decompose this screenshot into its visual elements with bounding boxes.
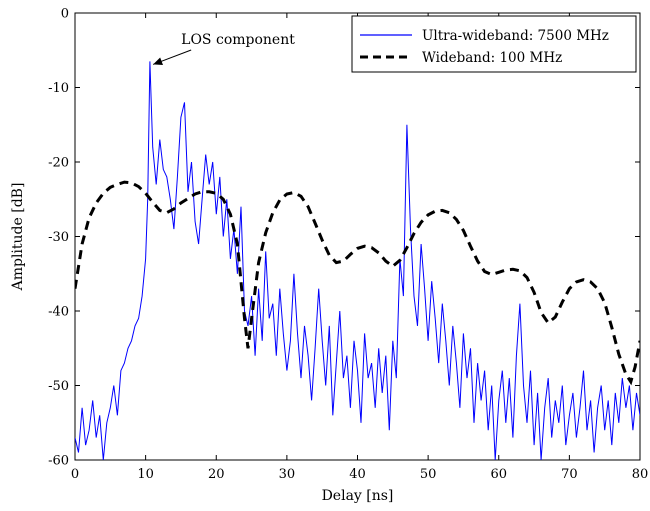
x-tick-label: 10 <box>137 467 154 482</box>
legend-label-wideband: Wideband: 100 MHz <box>422 50 562 66</box>
x-tick-label: 20 <box>208 467 225 482</box>
y-tick-label: -30 <box>48 230 69 245</box>
x-tick-label: 0 <box>71 467 79 482</box>
x-tick-label: 70 <box>561 467 578 482</box>
series-line-wideband <box>75 180 640 386</box>
y-tick-label: -60 <box>48 454 69 469</box>
los-annotation-arrowhead <box>153 57 163 65</box>
y-tick-label: -40 <box>48 305 69 320</box>
legend: Ultra-wideband: 7500 MHz Wideband: 100 M… <box>351 15 637 73</box>
x-axis-label: Delay [ns] <box>322 488 394 504</box>
legend-label-ultra-wideband: Ultra-wideband: 7500 MHz <box>422 28 609 44</box>
y-tick-label: 0 <box>61 7 69 22</box>
x-tick-label: 30 <box>279 467 296 482</box>
series-line-ultra-wideband <box>75 61 640 460</box>
x-tick-label: 60 <box>490 467 507 482</box>
x-tick-label: 50 <box>420 467 437 482</box>
los-annotation: LOS component <box>181 32 295 48</box>
x-tick-label: 80 <box>632 467 649 482</box>
y-tick-label: -10 <box>48 81 69 96</box>
y-tick-label: -20 <box>48 156 69 171</box>
y-axis-label: Amplitude [dB] <box>10 183 26 292</box>
plot-frame <box>74 12 641 461</box>
x-tick-label: 40 <box>349 467 366 482</box>
legend-box <box>351 15 637 73</box>
y-tick-label: -50 <box>48 379 69 394</box>
